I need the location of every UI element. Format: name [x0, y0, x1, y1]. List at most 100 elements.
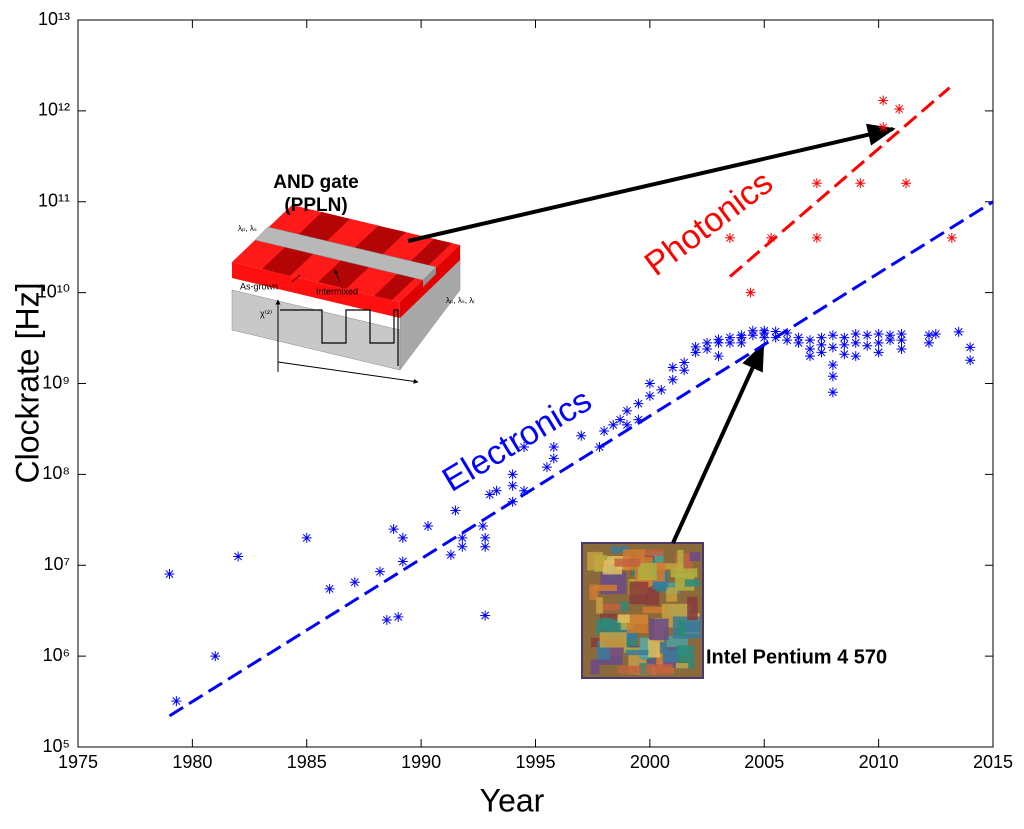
chip-detail	[652, 581, 666, 589]
data-point	[851, 351, 861, 361]
data-point	[679, 365, 689, 375]
chart: Year Clockrate [Hz] λₚ, λₛ λₚ, λₛ, λᵢ As…	[0, 0, 1024, 824]
data-point	[633, 399, 643, 409]
data-point	[549, 442, 559, 452]
chip-detail	[638, 563, 657, 580]
y-tick-label: 10⁶	[43, 645, 70, 665]
annotation: (PPLN)	[284, 195, 347, 216]
data-point	[714, 338, 724, 348]
data-point	[805, 335, 815, 345]
chip-detail	[690, 552, 701, 561]
data-point	[165, 569, 175, 579]
inset-label: As-grown	[240, 281, 278, 291]
chip-detail	[678, 620, 685, 637]
data-point	[576, 431, 586, 441]
data-point	[325, 584, 335, 594]
inset-label: Intermixed	[316, 286, 358, 296]
data-point	[736, 338, 746, 348]
data-point	[446, 550, 456, 560]
data-point	[668, 375, 678, 385]
data-point	[508, 481, 518, 491]
data-point	[839, 340, 849, 350]
chip-detail	[627, 614, 648, 633]
chip-detail	[649, 619, 668, 641]
inset-label: χ⁽²⁾	[260, 308, 272, 318]
chip-detail	[600, 632, 627, 647]
plot-frame	[78, 20, 993, 747]
data-point	[874, 338, 884, 348]
data-point	[748, 330, 758, 340]
x-tick-label: 1995	[515, 752, 555, 772]
data-point	[782, 335, 792, 345]
chip-detail	[596, 597, 603, 613]
chip-detail	[666, 588, 677, 602]
y-tick-label: 10⁵	[43, 736, 70, 756]
y-tick-label: 10¹²	[38, 100, 70, 120]
data-point	[398, 533, 408, 543]
data-point	[389, 524, 399, 534]
data-point	[542, 462, 552, 472]
chip-detail	[618, 666, 641, 674]
series-label: Electronics	[436, 381, 598, 499]
chip-detail	[595, 558, 604, 568]
data-point	[480, 542, 490, 552]
data-point	[302, 533, 312, 543]
data-point	[595, 442, 605, 452]
y-tick-label: 10¹³	[38, 9, 70, 29]
chip-detail	[595, 585, 617, 591]
data-point	[855, 178, 865, 188]
x-tick-label: 2010	[859, 752, 899, 772]
data-point	[746, 288, 756, 298]
data-point	[608, 420, 618, 430]
data-point	[375, 567, 385, 577]
chip-detail	[676, 663, 688, 668]
y-tick-label: 10⁹	[42, 372, 70, 392]
x-tick-label: 1985	[287, 752, 327, 772]
data-point	[645, 379, 655, 389]
chip-detail	[643, 607, 665, 613]
data-point	[947, 233, 957, 243]
data-point	[478, 521, 488, 531]
data-point	[492, 486, 502, 496]
data-point	[645, 391, 655, 401]
chip-detail	[645, 664, 673, 674]
data-point	[878, 96, 888, 106]
data-point	[171, 696, 181, 706]
data-point	[862, 330, 872, 340]
chip-detail	[591, 660, 600, 675]
data-point	[423, 521, 433, 531]
data-point	[851, 329, 861, 339]
data-point	[519, 486, 529, 496]
x-tick-label: 1980	[172, 752, 212, 772]
data-point	[457, 542, 467, 552]
data-point	[668, 362, 678, 372]
data-point	[965, 355, 975, 365]
x-tick-label: 2000	[630, 752, 670, 772]
data-point	[702, 344, 712, 354]
x-tick-label: 1990	[401, 752, 441, 772]
chip-detail	[614, 559, 640, 567]
x-tick-label: 2005	[744, 752, 784, 772]
chip-detail	[640, 637, 648, 659]
y-tick-label: 10¹¹	[38, 191, 70, 211]
data-point	[725, 338, 735, 348]
data-point	[931, 329, 941, 339]
data-point	[393, 612, 403, 622]
data-point	[691, 342, 701, 352]
data-point	[894, 104, 904, 114]
data-point	[851, 338, 861, 348]
data-point	[457, 533, 467, 543]
y-axis-label: Clockrate [Hz]	[9, 283, 45, 484]
chip-detail	[642, 549, 664, 556]
annotation: AND gate	[273, 172, 359, 193]
data-point	[812, 178, 822, 188]
data-point	[480, 610, 490, 620]
data-point	[878, 122, 888, 132]
y-tick-label: 10⁸	[42, 463, 70, 483]
data-point	[382, 615, 392, 625]
data-point	[965, 342, 975, 352]
data-point	[828, 342, 838, 352]
data-point	[398, 556, 408, 566]
data-point	[805, 351, 815, 361]
data-point	[771, 333, 781, 343]
